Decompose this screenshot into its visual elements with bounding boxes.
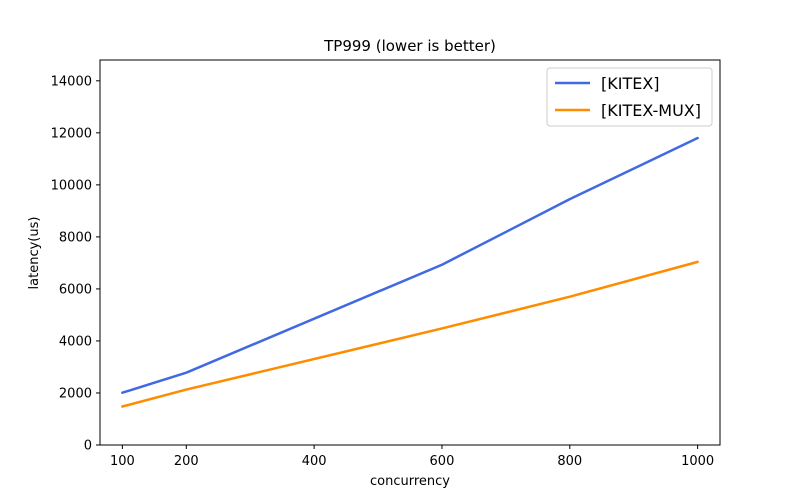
y-tick-label: 6000 [59, 282, 92, 297]
x-tick-label: 200 [174, 454, 199, 469]
series-line-0 [121, 136, 699, 394]
chart-title: TP999 (lower is better) [323, 37, 496, 55]
y-tick-label: 10000 [51, 178, 92, 193]
y-tick-label: 4000 [59, 334, 92, 349]
y-tick-label: 0 [84, 439, 92, 454]
series-line-1 [121, 260, 699, 408]
y-axis: 0 2000 4000 6000 8000 10000 12000 14000 [51, 74, 100, 454]
plot-area-frame [99, 59, 721, 446]
y-tick-label: 12000 [51, 126, 92, 141]
x-tick-label: 800 [557, 454, 582, 469]
legend-label: [KITEX-MUX] [601, 101, 701, 120]
legend-label: [KITEX] [601, 74, 660, 93]
series-layer [121, 136, 699, 408]
x-tick-label: 400 [302, 454, 327, 469]
legend: [KITEX] [KITEX-MUX] [546, 67, 713, 127]
x-axis: 100 200 400 600 800 1000 [110, 445, 714, 469]
y-tick-label: 2000 [59, 386, 92, 401]
y-tick-label: 14000 [51, 74, 92, 89]
y-axis-label: latency(us) [27, 217, 42, 290]
x-tick-label: 100 [110, 454, 135, 469]
x-axis-label: concurrency [370, 474, 450, 489]
y-tick-label: 8000 [59, 230, 92, 245]
x-tick-label: 1000 [681, 454, 714, 469]
x-tick-label: 600 [430, 454, 455, 469]
